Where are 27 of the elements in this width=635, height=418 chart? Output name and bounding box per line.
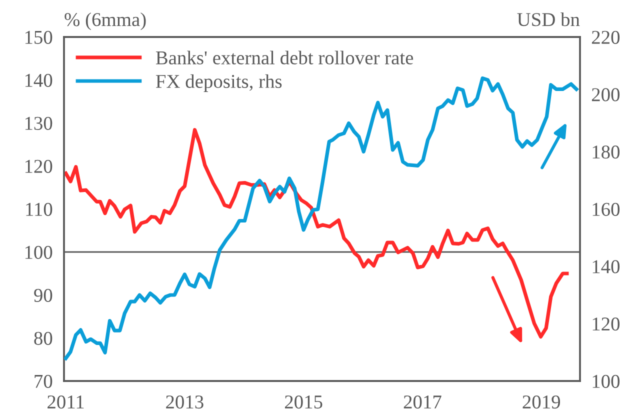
y-tick-label: 70 xyxy=(34,374,52,388)
y-tick-label: 90 xyxy=(34,288,52,302)
y-tick-label: 140 xyxy=(25,74,52,87)
line-series xyxy=(64,128,569,339)
x-tick-label: 2011 xyxy=(48,395,84,409)
x-tick-label: 2019 xyxy=(522,395,560,409)
y-tick-label: 150 xyxy=(25,30,52,44)
legend-label: FX deposits, rhs xyxy=(156,74,282,92)
y-axis-title: % (6mma) xyxy=(64,12,146,30)
y2-tick-label: 220 xyxy=(592,30,620,44)
x-tick-label: 2017 xyxy=(404,395,442,409)
y-tick-label: 110 xyxy=(26,202,52,216)
y2-tick-label: 160 xyxy=(592,202,620,216)
x-tick-label: 2013 xyxy=(166,395,204,409)
y-tick-label: 130 xyxy=(25,116,52,130)
x-tick-label: 2015 xyxy=(284,395,322,409)
legend-label: Banks' external debt rollover rate xyxy=(156,50,414,64)
y2-tick-label: 200 xyxy=(592,88,620,102)
y2-tick-label: 100 xyxy=(592,374,620,388)
y-tick-label: 100 xyxy=(25,246,52,259)
y-tick-label: 120 xyxy=(25,160,52,173)
y2-tick-label: 140 xyxy=(592,260,620,274)
y2-tick-label: 180 xyxy=(592,145,620,159)
line-series xyxy=(64,76,578,360)
y2-tick-label: 120 xyxy=(592,317,620,331)
y2-axis-title: USD bn xyxy=(517,12,580,26)
y-tick-label: 80 xyxy=(34,332,52,345)
